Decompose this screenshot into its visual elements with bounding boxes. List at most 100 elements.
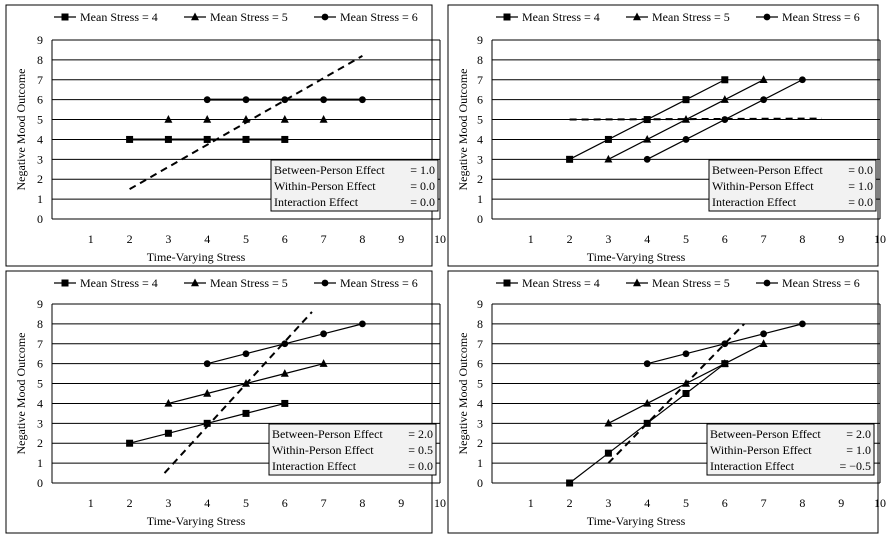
y-tick-label: 2 xyxy=(477,172,483,186)
y-tick-label: 1 xyxy=(37,192,43,206)
legend-label: Mean Stress = 5 xyxy=(210,10,288,24)
y-tick-label: 9 xyxy=(477,33,483,47)
data-point-triangle xyxy=(203,389,212,397)
y-tick-label: 8 xyxy=(37,317,43,331)
y-tick-label: 0 xyxy=(37,476,43,490)
data-point-triangle xyxy=(319,359,328,367)
x-tick-label: 1 xyxy=(528,496,534,510)
effect-label: Between-Person Effect xyxy=(712,163,823,177)
y-tick-label: 2 xyxy=(37,172,43,186)
effects-box xyxy=(268,423,437,476)
effect-label: Within-Person Effect xyxy=(274,179,376,193)
data-point-square xyxy=(566,155,574,163)
data-point-square xyxy=(203,135,211,143)
y-tick-label: 2 xyxy=(37,436,43,450)
y-tick-label: 3 xyxy=(477,152,483,166)
y-tick-label: 8 xyxy=(477,53,483,67)
data-point-circle xyxy=(320,96,327,104)
y-tick-label: 4 xyxy=(477,396,483,410)
effect-label: Interaction Effect xyxy=(712,195,797,209)
effects-box xyxy=(270,159,439,212)
y-tick-label: 6 xyxy=(477,357,483,371)
x-tick-label: 1 xyxy=(88,496,94,510)
legend-label: Mean Stress = 5 xyxy=(652,10,730,24)
data-point-circle xyxy=(760,96,767,104)
legend-circle-marker xyxy=(763,13,771,21)
x-tick-label: 7 xyxy=(321,496,327,510)
data-point-triangle xyxy=(759,75,768,83)
x-tick-label: 4 xyxy=(204,232,210,246)
data-point-circle xyxy=(682,350,690,358)
legend-label: Mean Stress = 6 xyxy=(782,276,860,290)
legend-circle-marker xyxy=(763,279,771,287)
x-tick-label: 8 xyxy=(799,232,805,246)
data-point-square xyxy=(126,439,134,447)
data-point-square xyxy=(164,135,172,143)
y-tick-label: 3 xyxy=(477,416,483,430)
effect-value: = 2.0 xyxy=(408,427,433,441)
data-point-triangle xyxy=(242,379,250,387)
legend-square-marker xyxy=(61,13,69,21)
legend-square-marker xyxy=(503,279,511,287)
data-point-triangle xyxy=(720,359,729,367)
dashed-reference-line xyxy=(569,117,822,121)
x-tick-label: 7 xyxy=(321,232,327,246)
legend-square-marker xyxy=(61,279,69,287)
x-tick-label: 8 xyxy=(799,496,805,510)
y-axis-label: Negative Mood Outcome xyxy=(14,69,28,191)
y-tick-label: 3 xyxy=(37,152,43,166)
y-tick-label: 5 xyxy=(37,113,43,127)
x-tick-label: 10 xyxy=(874,496,886,510)
y-tick-label: 6 xyxy=(37,93,43,107)
data-point-square xyxy=(566,479,574,487)
y-tick-label: 7 xyxy=(37,73,43,87)
panel-frame xyxy=(5,4,433,267)
data-point-triangle xyxy=(682,379,690,387)
x-tick-label: 10 xyxy=(434,496,446,510)
y-tick-label: 5 xyxy=(477,113,483,127)
legend-triangle-marker xyxy=(191,278,199,287)
x-tick-label: 4 xyxy=(204,496,210,510)
x-tick-label: 4 xyxy=(644,496,650,510)
data-point-triangle xyxy=(604,154,613,163)
data-point-square xyxy=(203,419,211,427)
y-tick-label: 4 xyxy=(37,396,43,410)
x-tick-label: 3 xyxy=(165,496,171,510)
panel-frame xyxy=(5,270,433,534)
y-axis-label: Negative Mood Outcome xyxy=(14,333,28,455)
data-point-circle xyxy=(721,116,729,123)
x-tick-label: 6 xyxy=(282,232,288,246)
legend-label: Mean Stress = 6 xyxy=(782,10,860,24)
y-tick-label: 5 xyxy=(477,377,483,391)
y-tick-label: 6 xyxy=(477,93,483,107)
x-tick-label: 5 xyxy=(243,232,249,246)
x-tick-label: 3 xyxy=(165,232,171,246)
effect-value: = 1.0 xyxy=(846,443,871,457)
data-point-circle xyxy=(799,76,806,84)
data-point-triangle xyxy=(682,115,690,123)
x-tick-label: 7 xyxy=(761,496,767,510)
data-point-triangle xyxy=(164,398,173,407)
y-tick-label: 6 xyxy=(37,357,43,371)
y-tick-label: 1 xyxy=(37,456,43,470)
panel-frame xyxy=(447,4,879,267)
effect-value: = 1.0 xyxy=(410,163,435,177)
data-point-circle xyxy=(643,360,651,368)
data-point-circle xyxy=(760,330,767,338)
legend-square-marker xyxy=(503,13,511,21)
data-point-circle xyxy=(682,136,690,143)
legend-label: Mean Stress = 6 xyxy=(340,276,418,290)
x-tick-label: 9 xyxy=(398,232,404,246)
x-tick-label: 10 xyxy=(874,232,886,246)
effect-label: Between-Person Effect xyxy=(710,427,821,441)
legend-label: Mean Stress = 4 xyxy=(80,276,158,290)
x-tick-label: 9 xyxy=(838,496,844,510)
effect-label: Within-Person Effect xyxy=(712,179,814,193)
y-tick-label: 0 xyxy=(37,212,43,226)
chart-panel-4: 0 1 2 3 4 5 6 7 8 9 1 2 3 4 5 6 7 8 9 10 Time-Varying Stress… xyxy=(447,270,886,534)
legend-triangle-marker xyxy=(633,278,641,287)
x-axis-label: Time-Varying Stress xyxy=(147,250,246,264)
effect-value: = −0.5 xyxy=(839,459,871,473)
legend-circle-marker xyxy=(321,279,329,287)
data-point-square xyxy=(126,135,134,143)
